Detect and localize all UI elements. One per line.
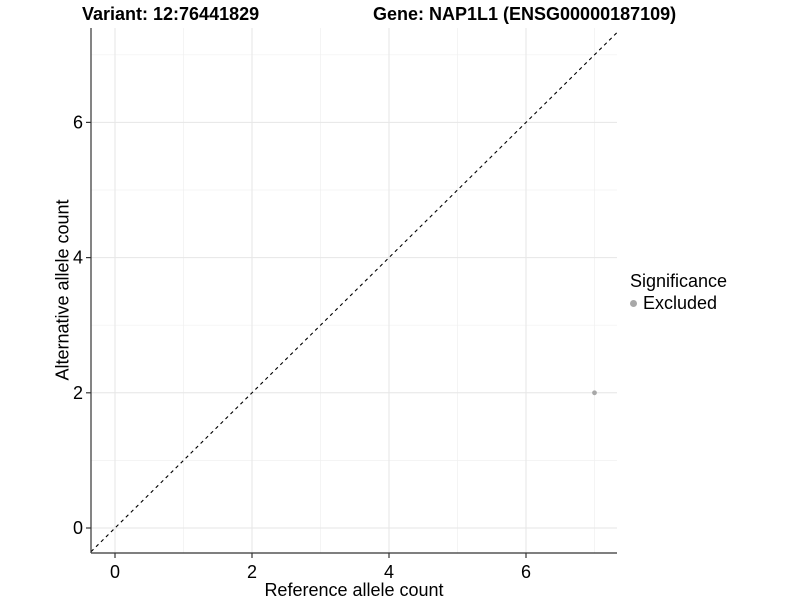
y-axis-title: Alternative allele count: [52, 199, 73, 381]
svg-text:6: 6: [73, 112, 83, 132]
significance-legend: Significance Excluded: [630, 271, 727, 314]
legend-item-label: Excluded: [643, 293, 718, 313]
svg-text:4: 4: [73, 248, 83, 268]
legend-item-excluded: Excluded: [630, 293, 727, 314]
svg-text:4: 4: [384, 562, 394, 582]
svg-text:0: 0: [110, 562, 120, 582]
grid-minor-lines: [91, 28, 617, 553]
excluded-point-icon: [630, 300, 637, 307]
axis-lines: [90, 28, 617, 554]
svg-text:2: 2: [73, 383, 83, 403]
x-axis-title: Reference allele count: [264, 580, 444, 600]
svg-text:2: 2: [247, 562, 257, 582]
grid-major-lines: [91, 28, 617, 553]
svg-text:6: 6: [521, 562, 531, 582]
identity-dashed-line: [90, 32, 618, 553]
svg-text:0: 0: [73, 518, 83, 538]
gene-title: Gene: NAP1L1 (ENSG00000187109): [373, 4, 677, 24]
axis-tick-labels: 0 2 4 6 0 2 4 6: [73, 112, 531, 582]
data-points: [592, 390, 597, 396]
axis-tick-marks: [86, 121, 527, 558]
variant-title: Variant: 12:76441829: [82, 4, 260, 24]
legend-title: Significance: [630, 271, 728, 291]
